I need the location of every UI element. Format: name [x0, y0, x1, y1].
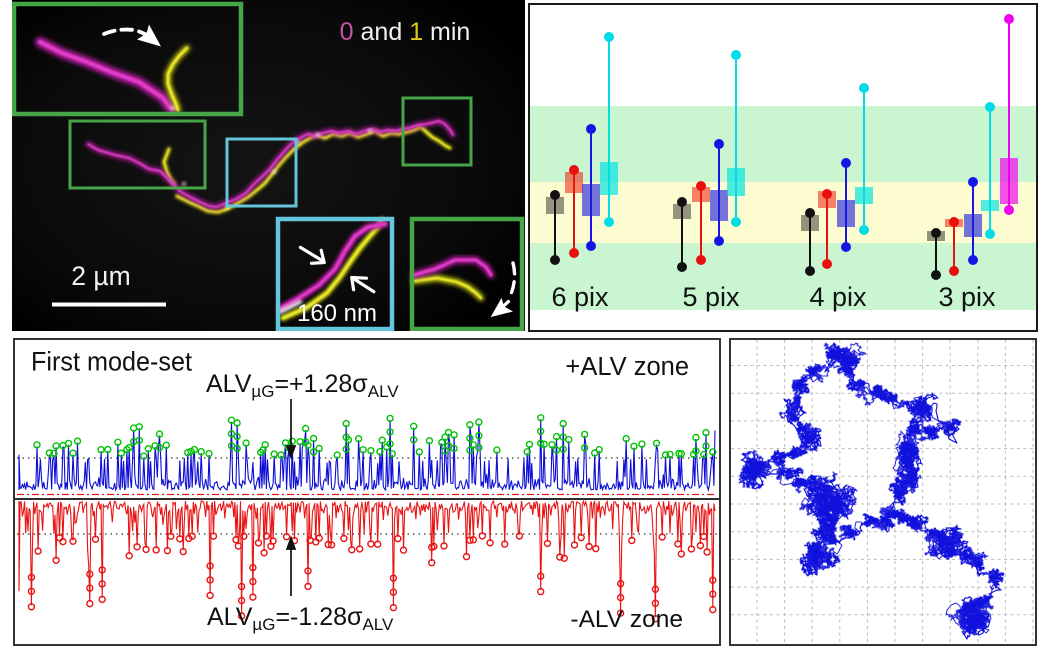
svg-text:ALVµG=-1.28σALV: ALVµG=-1.28σALV: [207, 603, 394, 634]
svg-text:3 pix: 3 pix: [938, 282, 996, 312]
svg-text:-ALV zone: -ALV zone: [570, 606, 683, 633]
svg-text:0 and 1 min: 0 and 1 min: [340, 18, 471, 46]
svg-text:4 pix: 4 pix: [809, 282, 867, 312]
svg-text:+ALV zone: +ALV zone: [565, 353, 689, 381]
svg-text:ALVµG=+1.28σALV: ALVµG=+1.28σALV: [206, 370, 399, 401]
svg-text:160 nm: 160 nm: [297, 300, 377, 327]
svg-text:2 µm: 2 µm: [71, 261, 130, 291]
svg-text:5 pix: 5 pix: [682, 282, 740, 312]
svg-text:First mode-set: First mode-set: [31, 347, 192, 377]
svg-text:6 pix: 6 pix: [551, 282, 609, 312]
